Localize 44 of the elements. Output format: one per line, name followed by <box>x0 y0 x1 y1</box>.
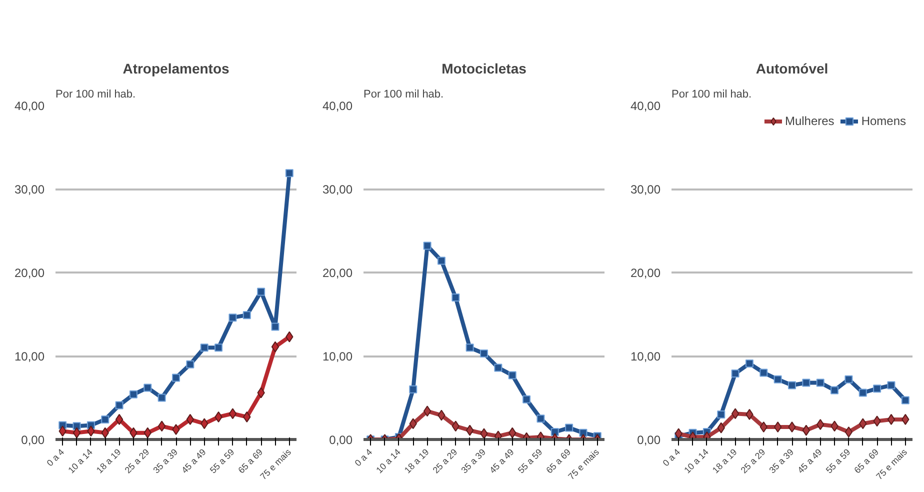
y-tick-label: 30,00 <box>14 182 45 196</box>
y-tick-label: 40,00 <box>322 99 353 113</box>
x-tick-label: 45 a 49 <box>488 446 516 476</box>
y-tick-label: 30,00 <box>630 182 661 196</box>
x-tick-label: 55 a 59 <box>208 446 236 476</box>
x-tick-label: 0 a 4 <box>660 446 682 468</box>
x-tick-label: 0 a 4 <box>44 446 66 468</box>
y-tick-label: 0,00 <box>637 433 661 447</box>
x-tick-label: 25 a 29 <box>430 446 460 476</box>
x-tick-label: 25 a 29 <box>738 446 768 476</box>
y-tick-label: 0,00 <box>329 433 353 447</box>
y-tick-label: 30,00 <box>322 182 353 196</box>
legend-label: Mulheres <box>784 114 834 128</box>
x-tick-label: 10 a 14 <box>682 446 710 476</box>
y-tick-label: 10,00 <box>630 350 661 364</box>
y-tick-label: 20,00 <box>630 266 661 280</box>
x-tick-label: 0 a 4 <box>352 446 374 468</box>
chart-title: Atropelamentos <box>122 60 230 76</box>
x-tick-label: 18 a 19 <box>94 446 123 476</box>
y-tick-label: 0,00 <box>21 433 45 447</box>
chart-title: Motocicletas <box>442 60 527 76</box>
y-axis-title: Por 100 mil hab. <box>672 88 752 100</box>
legend-label: Homens <box>861 114 906 128</box>
y-tick-label: 40,00 <box>14 99 45 113</box>
x-tick-label: 10 a 14 <box>66 446 94 476</box>
x-tick-label: 45 a 49 <box>796 446 824 476</box>
x-tick-label: 25 a 29 <box>122 446 152 476</box>
x-tick-label: 35 a 39 <box>767 446 796 476</box>
chart-title: Automóvel <box>756 60 828 76</box>
y-axis-title: Por 100 mil hab. <box>56 88 136 100</box>
x-tick-label: 55 a 59 <box>516 446 544 476</box>
x-tick-label: 18 a 19 <box>402 446 431 476</box>
x-tick-label: 18 a 19 <box>710 446 739 476</box>
y-tick-label: 40,00 <box>630 99 661 113</box>
x-tick-label: 10 a 14 <box>374 446 402 476</box>
y-tick-label: 10,00 <box>322 350 353 364</box>
x-tick-label: 45 a 49 <box>180 446 208 476</box>
y-tick-label: 20,00 <box>322 266 353 280</box>
y-tick-label: 20,00 <box>14 266 45 280</box>
x-tick-label: 55 a 59 <box>824 446 852 476</box>
y-axis-title: Por 100 mil hab. <box>364 88 444 100</box>
y-tick-label: 10,00 <box>14 350 45 364</box>
x-tick-label: 35 a 39 <box>459 446 488 476</box>
x-tick-label: 35 a 39 <box>151 446 180 476</box>
